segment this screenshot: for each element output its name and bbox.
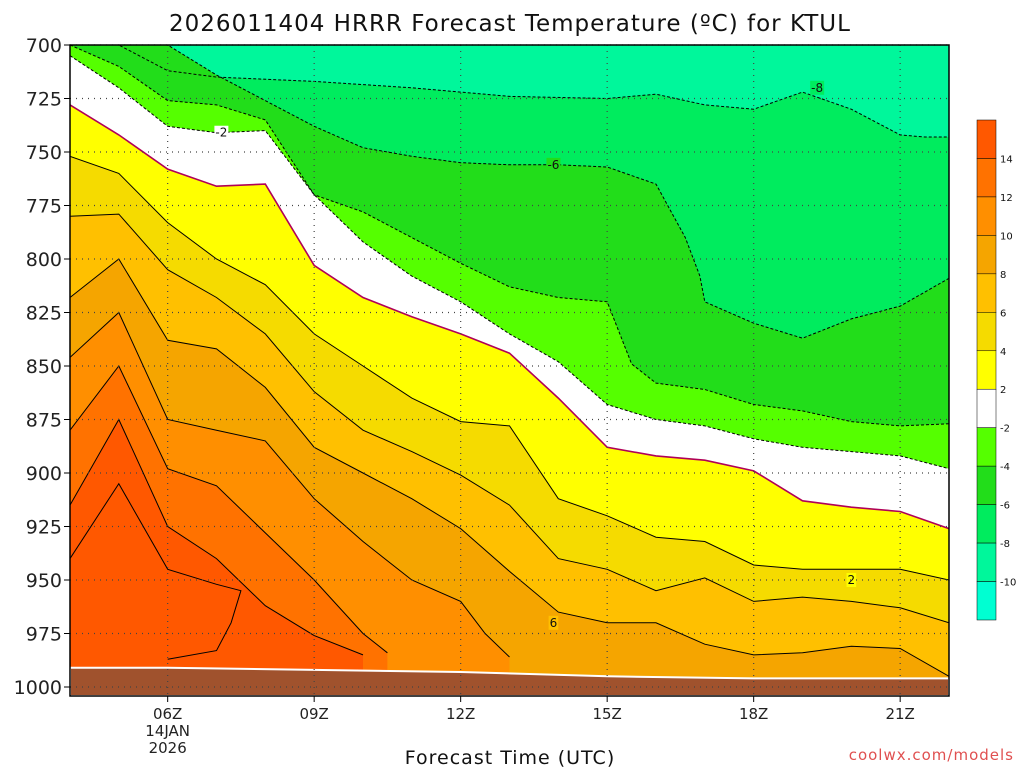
- y-tick-label-850: 850: [26, 356, 62, 378]
- isotherm-label-bg: [548, 615, 559, 630]
- colorbar-tick--4: -4: [1000, 462, 1010, 473]
- colorbar-tick-2: 2: [1000, 385, 1006, 396]
- colorbar-swatch--10: [976, 542, 997, 582]
- colorbar-swatch-14: [976, 119, 997, 159]
- colorbar-tick-10: 10: [1000, 231, 1013, 242]
- isotherm-line-16: [70, 482, 242, 660]
- credit-text: coolwx.com/models: [849, 746, 1014, 764]
- isotherm-line-8: [70, 258, 949, 677]
- x-date-label: 14JAN: [145, 722, 190, 740]
- y-tick-label-800: 800: [26, 249, 62, 271]
- colorbar-tick-8: 8: [1000, 270, 1006, 281]
- colorbar-swatch-8: [976, 235, 997, 275]
- isotherm-label-6: 6: [550, 616, 558, 630]
- y-tick-label-900: 900: [26, 463, 62, 485]
- x-axis-label: Forecast Time (UTC): [405, 747, 615, 768]
- y-tick-label-725: 725: [26, 89, 62, 111]
- y-tick-label-825: 825: [26, 303, 62, 325]
- colorbar-swatch--8: [976, 504, 997, 544]
- isotherm-line-2: [70, 104, 949, 530]
- colorbar-tick-14: 14: [1000, 154, 1013, 165]
- isotherm-line-6: [70, 213, 949, 624]
- grid-lines: [70, 44, 949, 696]
- plot-area: -8 -6 -2 2 6: [70, 45, 949, 696]
- colorbar-swatch--6: [976, 465, 997, 505]
- isotherm-label-bg: [810, 80, 825, 95]
- colorbar-tick-6: 6: [1000, 308, 1006, 319]
- isotherm-line--4: [70, 45, 949, 427]
- colorbar-tick-4: 4: [1000, 347, 1006, 358]
- colorbar-tick--2: -2: [1000, 424, 1010, 435]
- x-tick-label-15Z: 15Z: [592, 705, 621, 723]
- x-tick-label-18Z: 18Z: [739, 705, 768, 723]
- isotherm-line-10: [70, 311, 510, 658]
- colorbar-tick--8: -8: [1000, 539, 1010, 550]
- y-tick-label-925: 925: [26, 517, 62, 539]
- colorbar-swatch-12: [976, 158, 997, 198]
- y-axis: 700 725 750 775 800 825 850 875 900 925 950 975 1000: [14, 35, 70, 699]
- y-tick-label-750: 750: [26, 142, 62, 164]
- colorbar: 14 12 10 8 6 4 2 -2 -4 -6 -8 -10: [976, 119, 1016, 621]
- colorbar-swatch-10: [976, 196, 997, 236]
- colorbar-tick-12: 12: [1000, 193, 1013, 204]
- colorbar-swatch--12: [976, 581, 997, 621]
- isotherm-label-bg: [214, 125, 229, 140]
- isotherm-line--6: [70, 45, 949, 339]
- colorbar-swatch--4: [976, 427, 997, 467]
- x-tick-label-09Z: 09Z: [299, 705, 328, 723]
- isotherm-line--2: [70, 55, 949, 470]
- x-tick-label-12Z: 12Z: [446, 705, 475, 723]
- y-tick-label-875: 875: [26, 410, 62, 432]
- isotherm-label-2: 2: [848, 573, 856, 587]
- y-tick-label-1000: 1000: [14, 677, 62, 699]
- ground-surface: [70, 666, 949, 696]
- chart-title: 2026011404 HRRR Forecast Temperature (ºC…: [169, 11, 851, 37]
- x-year-label: 2026: [149, 739, 187, 757]
- isotherm-label--2: -2: [215, 126, 227, 140]
- x-tick-label-21Z: 21Z: [885, 705, 914, 723]
- colorbar-swatch--2: [976, 388, 997, 428]
- y-tick-label-775: 775: [26, 196, 62, 218]
- isotherm-line-12: [70, 365, 388, 654]
- fill-region-16: [70, 483, 241, 696]
- y-tick-label-700: 700: [26, 35, 62, 57]
- colorbar-swatch-4: [976, 312, 997, 352]
- isotherm-label--6: -6: [547, 158, 559, 172]
- plot-frame: [69, 44, 950, 697]
- colorbar-tick--10: -10: [1000, 578, 1016, 589]
- isotherm-label-bg: [546, 157, 561, 172]
- colorbar-tick--6: -6: [1000, 501, 1010, 512]
- colorbar-swatch-2: [976, 350, 997, 390]
- isotherm-label--8: -8: [811, 81, 823, 95]
- isotherm-label-bg: [846, 573, 857, 587]
- isotherm-line-4: [70, 155, 949, 581]
- colorbar-swatch-6: [976, 273, 997, 313]
- isotherm-line--8: [70, 45, 949, 138]
- y-tick-label-950: 950: [26, 570, 62, 592]
- y-tick-label-975: 975: [26, 624, 62, 646]
- x-tick-label-06Z: 06Z: [153, 705, 182, 723]
